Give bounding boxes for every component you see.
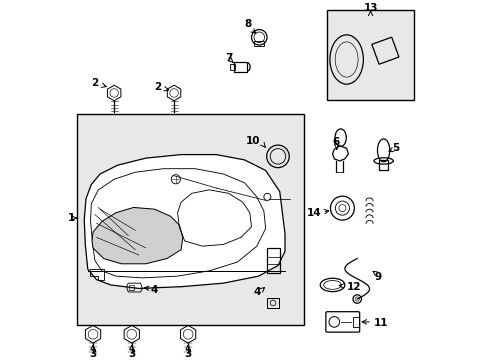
Bar (233, 62, 247, 72)
Text: 2: 2 (91, 78, 98, 88)
Text: 14: 14 (306, 208, 321, 219)
Text: 1: 1 (68, 213, 75, 223)
Polygon shape (84, 154, 285, 288)
Bar (230, 64, 234, 70)
Bar (326, 10, 413, 100)
Text: 10: 10 (245, 136, 260, 146)
Polygon shape (92, 207, 183, 264)
Bar (267, 298, 278, 308)
Text: 9: 9 (374, 272, 381, 282)
Text: 11: 11 (373, 318, 388, 328)
Text: 3: 3 (184, 348, 191, 359)
Text: 3: 3 (89, 348, 97, 359)
Text: 4: 4 (253, 287, 260, 297)
Bar (352, 317, 358, 327)
Bar (379, 160, 387, 170)
Bar (77, 114, 304, 325)
Text: 8: 8 (244, 19, 251, 29)
Text: 13: 13 (363, 4, 377, 13)
Text: 5: 5 (391, 143, 399, 153)
Text: 7: 7 (224, 53, 232, 63)
Bar (254, 41, 264, 46)
Text: 4: 4 (151, 284, 158, 294)
Text: 6: 6 (332, 137, 339, 147)
Text: 12: 12 (346, 282, 361, 292)
Text: 2: 2 (154, 82, 162, 92)
Text: 3: 3 (128, 348, 135, 359)
Bar (129, 285, 133, 290)
